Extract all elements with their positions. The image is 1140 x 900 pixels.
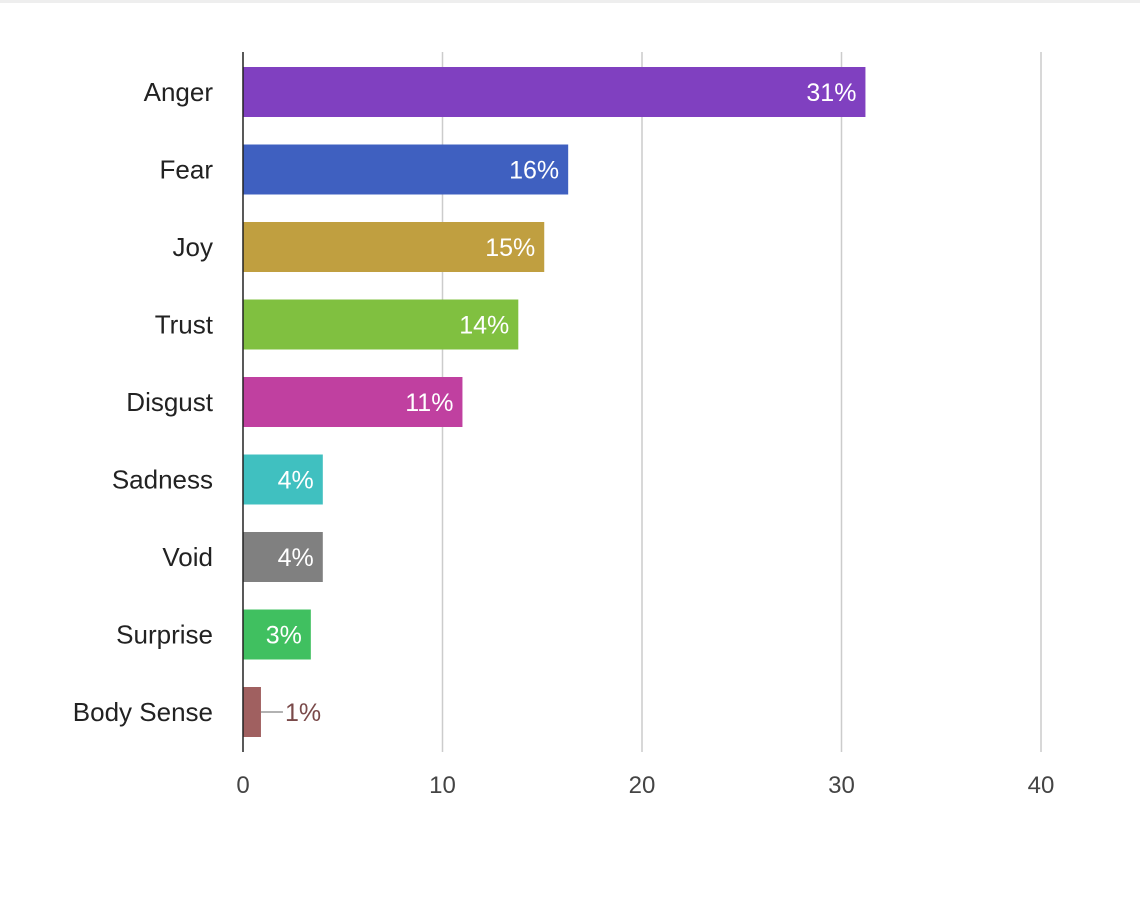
bar-trust [243,299,519,350]
category-label: Sadness [112,465,213,495]
category-label: Anger [144,77,214,107]
category-label: Trust [155,310,214,340]
data-label: 4% [278,467,314,495]
data-label: 4% [278,544,314,572]
top-rule [0,0,1140,3]
category-label: Body Sense [73,697,213,727]
category-label: Joy [173,232,213,262]
x-tick-label: 30 [828,772,855,799]
bar-void [243,532,323,582]
data-label: 15% [485,234,535,262]
x-tick-label: 20 [629,772,656,799]
bar-anger [243,67,866,117]
x-tick-label: 0 [236,772,249,799]
bar-body-sense [243,687,261,737]
bars [243,67,866,737]
data-label: 16% [509,157,559,185]
category-label: Surprise [116,620,213,650]
data-label: 14% [459,312,509,340]
data-label: 11% [405,389,453,417]
data-label: 31% [806,79,856,107]
x-tick-label: 40 [1028,772,1055,799]
bar-disgust [243,377,463,427]
labels: 0 10 20 30 40 Anger 31% Fear 16% Joy 15% Trust 14% Di… [73,77,1055,799]
category-label: Fear [160,155,214,185]
data-label: 1% [285,699,321,727]
bar-joy [243,222,545,272]
x-tick-label: 10 [429,772,456,799]
category-label: Disgust [126,387,213,417]
bar-sadness [243,454,323,505]
category-label: Void [162,542,213,572]
data-label: 3% [266,622,302,650]
bar-fear [243,144,569,195]
bar-surprise [243,609,311,660]
